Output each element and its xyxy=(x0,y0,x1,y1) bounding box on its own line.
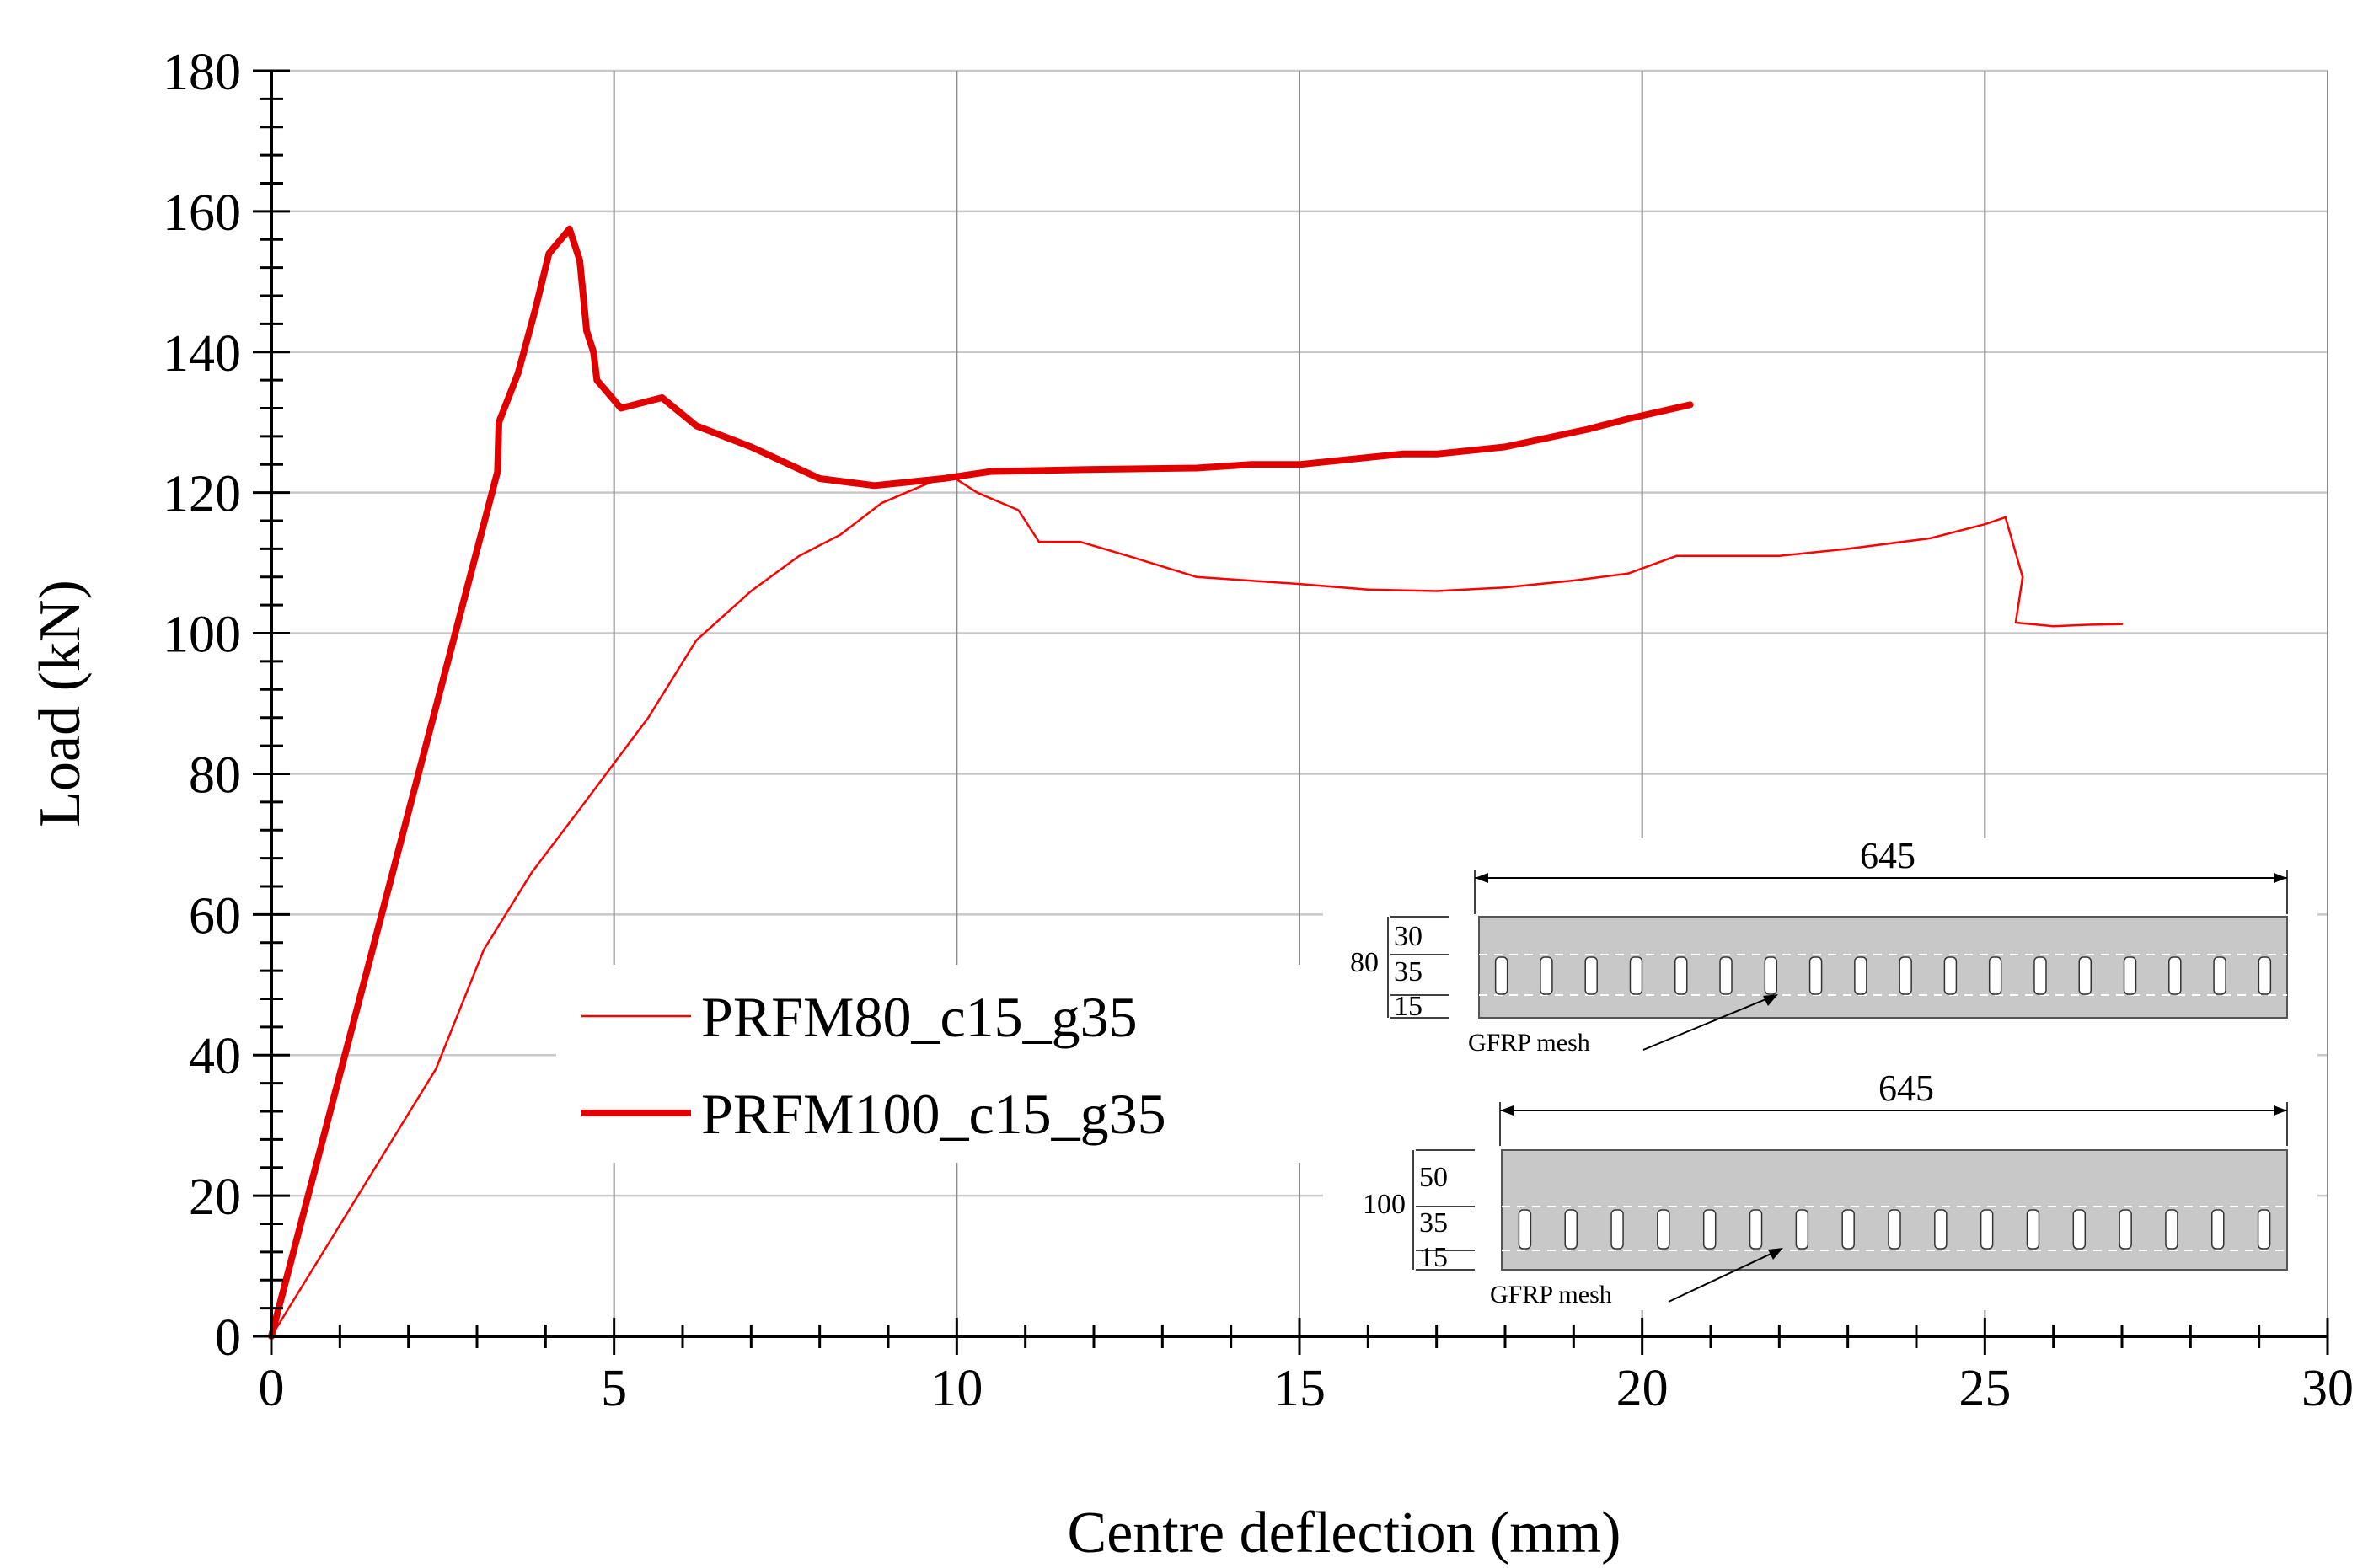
depth-label: 80 xyxy=(1350,947,1379,978)
section-80: 645 80 30 35 15 GFRP mesh xyxy=(1350,835,2288,1057)
mesh-opening xyxy=(1841,1209,1855,1250)
mesh-opening xyxy=(1610,1209,1624,1250)
width-label: 645 xyxy=(1878,1068,1934,1109)
y-tick-label: 120 xyxy=(163,466,241,523)
cover-top-label: 50 xyxy=(1419,1162,1448,1193)
mesh-opening xyxy=(1674,956,1688,995)
legend-background xyxy=(556,965,1331,1163)
x-tick-label: 10 xyxy=(930,1360,983,1417)
x-tick-label: 15 xyxy=(1273,1360,1326,1417)
mesh-opening xyxy=(2033,956,2047,995)
mesh-opening xyxy=(2026,1209,2040,1250)
cover-top-label: 30 xyxy=(1394,921,1423,952)
mesh-opening xyxy=(2119,1209,2132,1250)
mesh-opening xyxy=(2165,1209,2178,1250)
mesh-callout-arrowhead xyxy=(1763,994,1778,1006)
axes xyxy=(253,69,2329,1355)
series-lines xyxy=(268,225,2124,1340)
cover-mid-label: 35 xyxy=(1419,1207,1448,1239)
width-label: 645 xyxy=(1860,835,1916,876)
mesh-opening xyxy=(1980,1209,1994,1250)
arrowhead-right xyxy=(2274,1105,2287,1116)
y-tick-label: 80 xyxy=(189,747,241,804)
y-tick-label: 40 xyxy=(189,1028,241,1085)
x-tick-label: 25 xyxy=(1958,1360,2011,1417)
mesh-opening xyxy=(1518,1209,1532,1250)
cover-mid-label: 35 xyxy=(1394,956,1423,987)
mesh-opening xyxy=(2078,956,2092,995)
mesh-opening xyxy=(1719,956,1733,995)
cover-bottom-label: 15 xyxy=(1394,991,1423,1022)
mesh-callout-label: GFRP mesh xyxy=(1468,1029,1590,1057)
series-line-prfm100-c15-g35 xyxy=(268,225,1694,1340)
mesh-opening xyxy=(1494,956,1508,995)
x-tick-label: 5 xyxy=(601,1360,627,1417)
x-tick-label: 30 xyxy=(2301,1360,2354,1417)
mesh-opening xyxy=(2123,956,2137,995)
arrowhead-left xyxy=(1500,1105,1514,1116)
mesh-callout-arrowhead xyxy=(1768,1248,1783,1260)
legend-label-prfm100: PRFM100_c15_g35 xyxy=(701,1082,1166,1146)
arrowhead-left xyxy=(1475,873,1488,883)
y-tick-label: 100 xyxy=(163,607,241,664)
concrete-section xyxy=(1478,916,2288,1019)
mesh-opening xyxy=(2211,1209,2225,1250)
mesh-opening xyxy=(2258,956,2272,995)
y-axis-title: Load (kN) xyxy=(28,580,93,827)
mesh-openings xyxy=(1518,1209,2271,1250)
mesh-opening xyxy=(1899,956,1912,995)
mesh-opening xyxy=(1749,1209,1763,1250)
mesh-opening xyxy=(2072,1209,2087,1250)
mesh-opening xyxy=(1584,956,1598,995)
mesh-opening xyxy=(1629,956,1643,995)
arrowhead-right xyxy=(2274,873,2287,883)
mesh-opening xyxy=(1702,1209,1717,1250)
mesh-opening xyxy=(1657,1209,1670,1250)
cross-section-inset: 645 80 30 35 15 GFRP mesh 645 xyxy=(1323,835,2317,1310)
x-axis-title: Centre deflection (mm) xyxy=(1068,1501,1621,1565)
section-100: 645 100 50 35 15 GFRP mesh xyxy=(1363,1068,2288,1308)
mesh-opening xyxy=(2168,956,2182,995)
mesh-opening xyxy=(1988,956,2002,995)
mesh-openings xyxy=(1494,956,2272,995)
y-tick-label: 0 xyxy=(215,1309,241,1367)
mesh-opening xyxy=(1943,956,1958,995)
mesh-opening xyxy=(1764,956,1778,995)
legend: PRFM80_c15_g35 PRFM100_c15_g35 xyxy=(556,965,1331,1163)
y-tick-label: 180 xyxy=(163,44,241,101)
tick-labels: 0 20 40 60 80 100 120 140 160 180 0 5 10 15 20 25 30 xyxy=(163,44,2354,1417)
series-line-prfm80-c15-g35 xyxy=(270,474,2124,1338)
legend-label-prfm80: PRFM80_c15_g35 xyxy=(701,985,1138,1049)
x-tick-label: 20 xyxy=(1616,1360,1669,1417)
mesh-opening xyxy=(1854,956,1867,995)
mesh-opening xyxy=(1795,1209,1809,1250)
mesh-callout-arrow xyxy=(1642,995,1775,1051)
mesh-opening xyxy=(1564,1209,1578,1250)
x-tick-label: 0 xyxy=(259,1360,285,1417)
y-tick-label: 20 xyxy=(189,1169,241,1226)
mesh-opening xyxy=(1808,956,1823,995)
y-tick-label: 160 xyxy=(163,185,241,242)
y-tick-label: 140 xyxy=(163,325,241,383)
mesh-callout-label: GFRP mesh xyxy=(1490,1281,1612,1308)
cover-bottom-label: 15 xyxy=(1419,1242,1448,1273)
depth-label: 100 xyxy=(1363,1189,1406,1220)
mesh-callout-arrow xyxy=(1668,1250,1779,1303)
mesh-opening xyxy=(1934,1209,1948,1250)
mesh-opening xyxy=(2257,1209,2271,1250)
mesh-opening xyxy=(2213,956,2226,995)
mesh-opening xyxy=(1540,956,1553,995)
mesh-opening xyxy=(1888,1209,1901,1250)
y-tick-label: 60 xyxy=(189,887,241,945)
